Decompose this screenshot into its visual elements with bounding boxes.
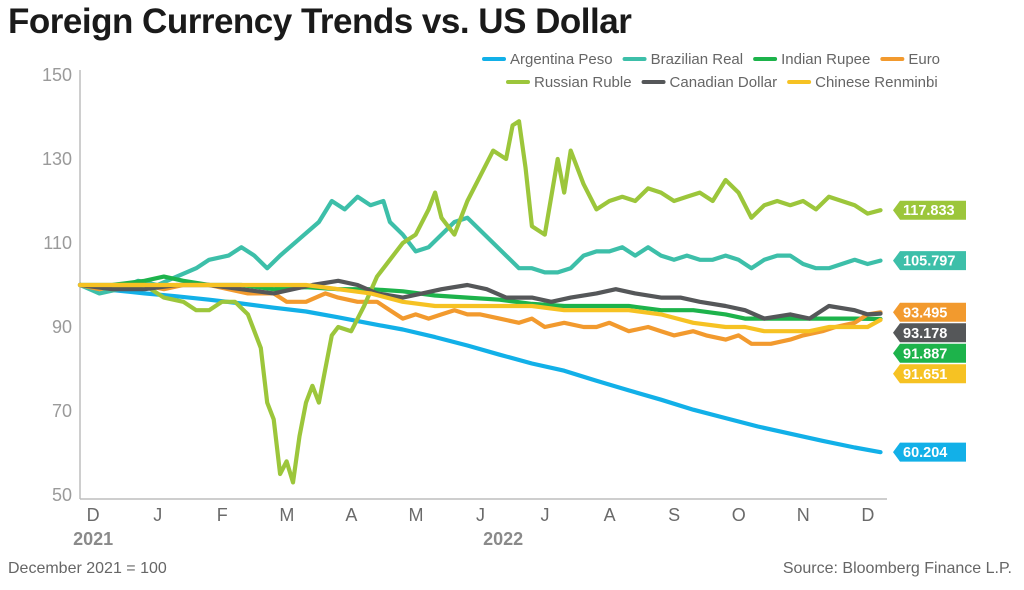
- end-label-tag: [893, 302, 966, 322]
- legend-label: Indian Rupee: [781, 51, 870, 68]
- end-label-value: 60.204: [903, 445, 947, 461]
- x-axis-ticks: D J F M A M J J A S O N D 2021 2022: [73, 505, 874, 549]
- y-tick-label: 110: [43, 233, 72, 253]
- x-tick-label: S: [668, 505, 680, 525]
- y-tick-label: 50: [52, 485, 72, 505]
- x-tick-label: F: [217, 505, 228, 525]
- end-label-euro: 93.495: [893, 302, 966, 322]
- end-label-russian-ruble: 117.833: [893, 200, 966, 220]
- baseline-note: December 2021 = 100: [8, 560, 167, 577]
- end-label-tag: [893, 200, 966, 220]
- legend-item-brazilian-real: Brazilian Real: [622, 51, 744, 68]
- y-axis-ticks: 150 130 110 90 70 50: [42, 65, 72, 505]
- series-line-canadian-dollar: [77, 278, 883, 321]
- legend-label: Euro: [908, 51, 940, 68]
- end-label-value: 93.495: [903, 305, 947, 321]
- end-label-brazilian-real: 105.797: [893, 251, 966, 271]
- end-label-tag: [893, 343, 966, 363]
- series-line-euro: [77, 282, 883, 346]
- end-label-value: 117.833: [903, 203, 955, 219]
- legend-item-indian-rupee: Indian Rupee: [753, 51, 870, 68]
- y-tick-label: 130: [42, 149, 72, 169]
- legend-item-argentina-peso: Argentina Peso: [482, 51, 613, 68]
- end-label-value: 105.797: [903, 254, 955, 270]
- x-tick-label: M: [279, 505, 294, 525]
- source-note: Source: Bloomberg Finance L.P.: [782, 560, 1012, 577]
- x-tick-label: M: [408, 505, 423, 525]
- y-tick-label: 150: [42, 65, 72, 85]
- x-tick-label: A: [345, 505, 357, 525]
- legend-item-chinese-renminbi: Chinese Renminbi: [787, 74, 938, 91]
- legend-label: Argentina Peso: [510, 51, 613, 68]
- legend-label: Chinese Renminbi: [815, 74, 938, 91]
- year-label: 2022: [483, 529, 523, 549]
- end-label-value: 91.651: [903, 367, 947, 383]
- legend-label: Canadian Dollar: [670, 74, 778, 91]
- series-line-brazilian-real: [77, 194, 883, 296]
- end-label-indian-rupee: 91.887: [893, 343, 966, 363]
- series-line-argentina-peso: [77, 282, 883, 455]
- legend-label: Russian Ruble: [534, 74, 632, 91]
- x-tick-label: D: [87, 505, 100, 525]
- y-tick-label: 90: [52, 317, 72, 337]
- chart-legend: Argentina Peso Brazilian Real Indian Rupee…: [482, 51, 940, 91]
- x-tick-label: O: [732, 505, 746, 525]
- x-tick-label: J: [541, 505, 550, 525]
- legend-label: Brazilian Real: [651, 51, 744, 68]
- end-label-argentina-peso: 60.204: [893, 442, 966, 462]
- x-tick-label: N: [797, 505, 810, 525]
- end-label-chinese-renminbi: 91.651: [893, 364, 966, 384]
- x-tick-label: A: [604, 505, 616, 525]
- x-tick-label: J: [153, 505, 162, 525]
- year-label: 2021: [73, 529, 113, 549]
- end-label-tag: [893, 251, 966, 271]
- end-label-canadian-dollar: 93.178: [893, 323, 966, 343]
- y-tick-label: 70: [52, 401, 72, 421]
- end-label-tag: [893, 442, 966, 462]
- x-tick-label: J: [476, 505, 485, 525]
- chart-title: Foreign Currency Trends vs. US Dollar: [8, 2, 632, 41]
- end-label-tag: [893, 364, 966, 384]
- legend-item-canadian-dollar: Canadian Dollar: [641, 74, 778, 91]
- x-tick-label: D: [861, 505, 874, 525]
- end-label-value: 93.178: [903, 326, 947, 342]
- end-label-value: 91.887: [903, 346, 947, 362]
- series-line-chinese-renminbi: [77, 282, 883, 334]
- legend-item-euro: Euro: [880, 51, 940, 68]
- series-lines: [77, 119, 883, 485]
- series-line-russian-ruble: [77, 119, 883, 485]
- end-label-tag: [893, 323, 966, 343]
- end-labels: 117.833 105.797 93.495 93.178 91.887 91.651 60…: [893, 200, 966, 462]
- legend-item-russian-ruble: Russian Ruble: [506, 74, 632, 91]
